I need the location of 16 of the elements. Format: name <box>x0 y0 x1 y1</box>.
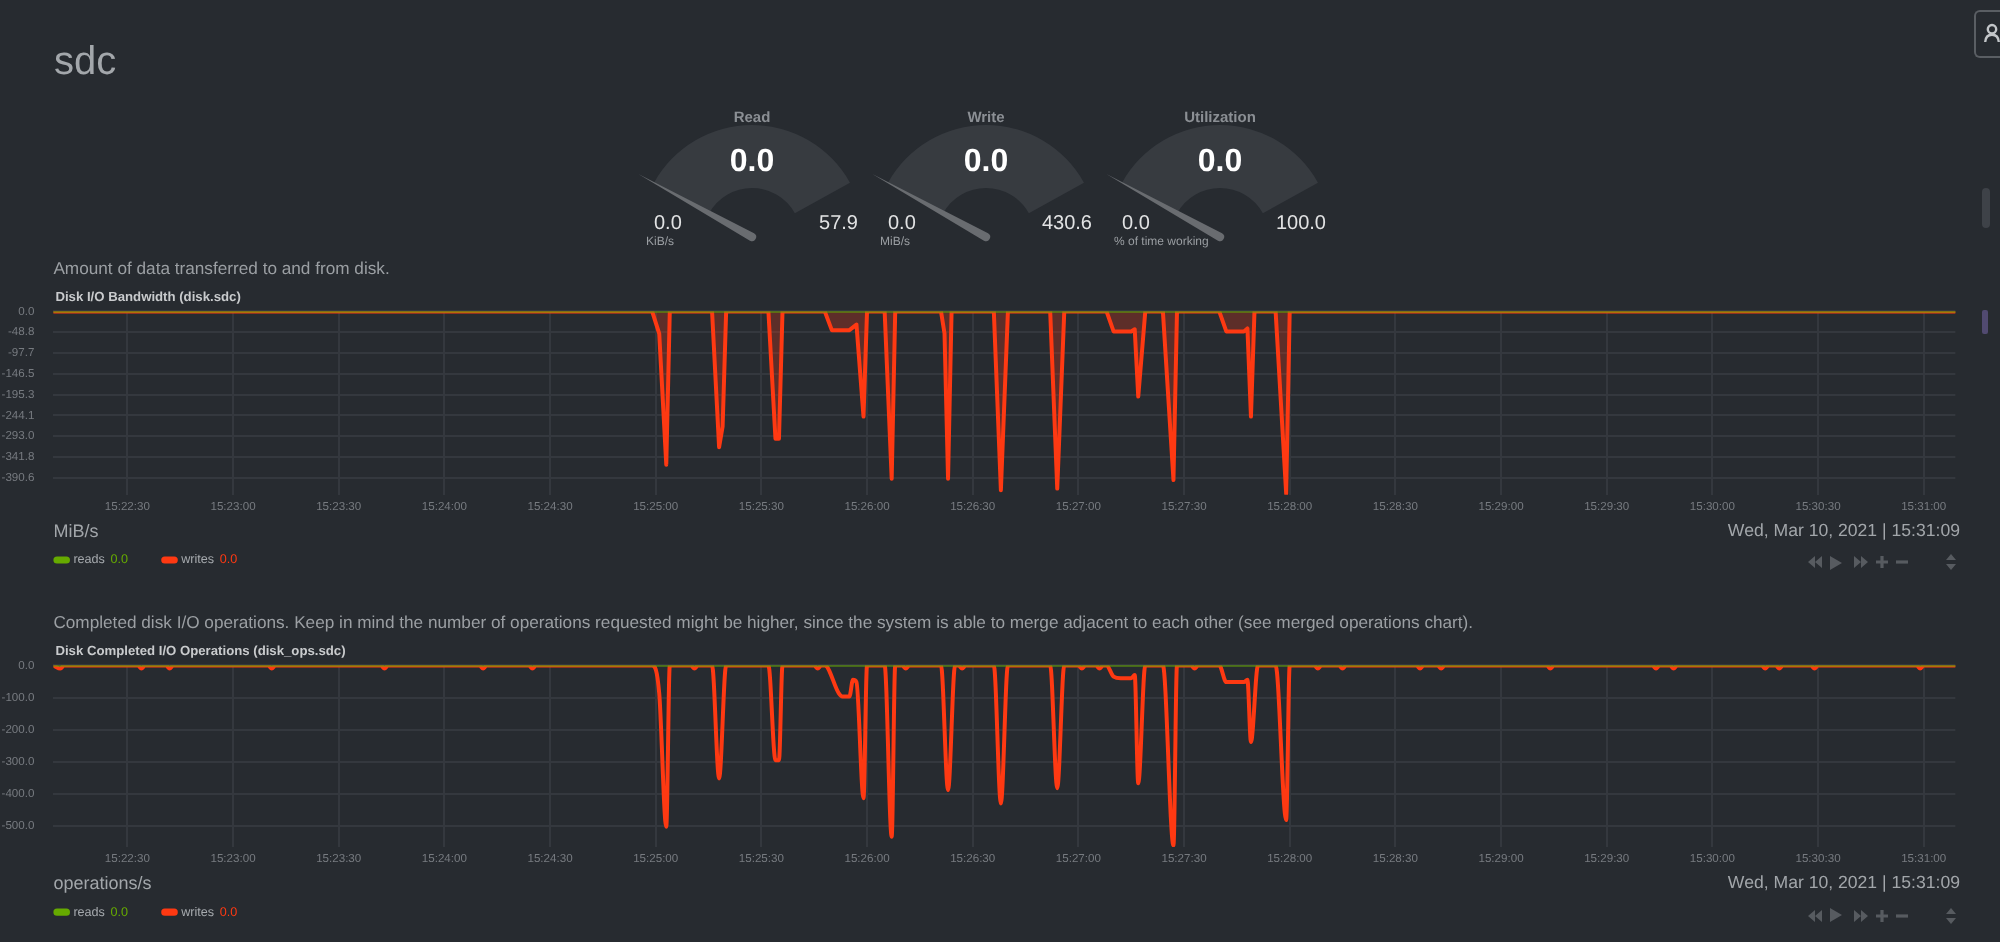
text: Wed, Mar 10, 2021 | 15:31:09 <box>1727 519 1961 540</box>
text: operations/s <box>53 872 153 893</box>
data-label: 0.0 <box>1197 144 1243 179</box>
text: sdc <box>54 40 117 86</box>
text: Wed, Mar 10, 2021 | 15:31:09 <box>1727 871 1961 892</box>
text: 100.0 <box>1275 212 1327 235</box>
chart-subtitle: Completed disk I/O operations. Keep in mind the number of operations requested might be higher, since the system is able to merge adjacent to each other (see merged operations chart). <box>53 612 1474 633</box>
text: 0.0 <box>1122 212 1151 235</box>
text: 0.0 <box>654 212 683 235</box>
text: 57.9 <box>819 212 859 235</box>
chart-subtitle: Amount of data transferred to and from disk. <box>53 258 390 279</box>
text: MiB/s <box>53 520 100 541</box>
text: 430.6 <box>1041 212 1093 235</box>
data-label: 0.0 <box>963 144 1009 179</box>
text: 0.0 <box>888 212 917 235</box>
data-label: 0.0 <box>729 144 775 179</box>
